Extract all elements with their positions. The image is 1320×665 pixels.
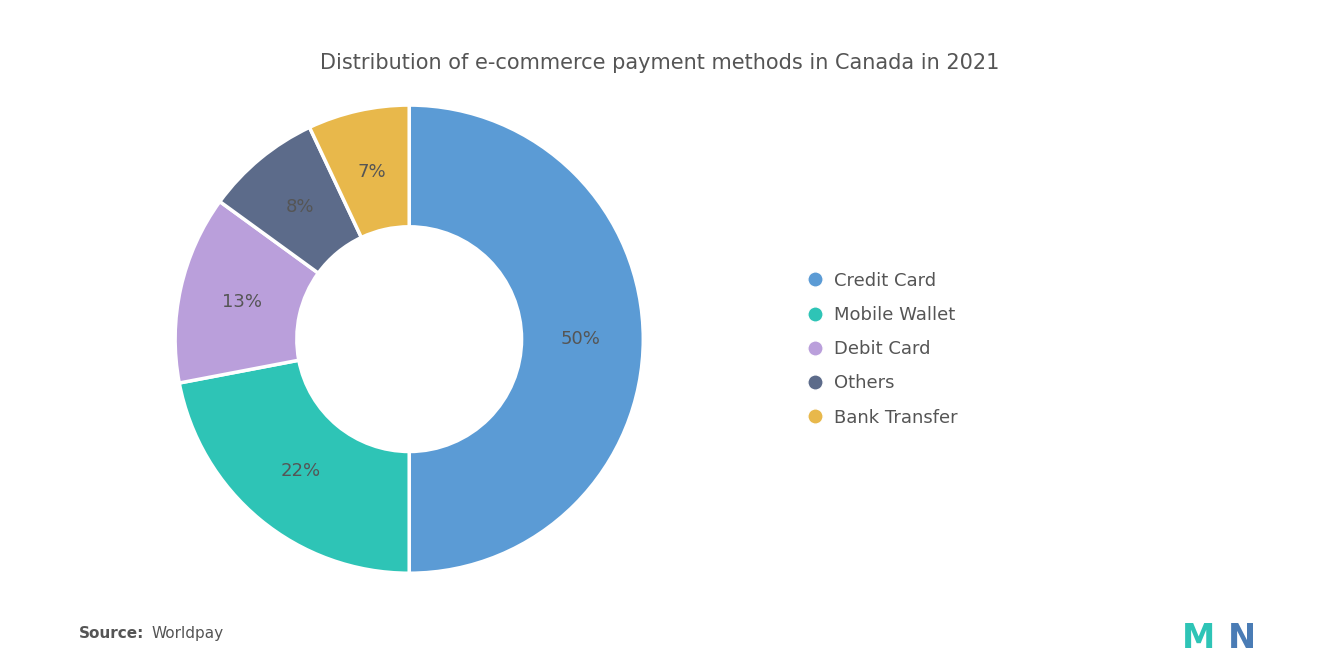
- Wedge shape: [409, 105, 643, 573]
- Text: 22%: 22%: [280, 462, 321, 480]
- Text: 8%: 8%: [286, 198, 314, 217]
- Wedge shape: [309, 105, 409, 237]
- Text: 7%: 7%: [358, 164, 387, 182]
- Text: Worldpay: Worldpay: [152, 626, 224, 642]
- Wedge shape: [176, 201, 318, 383]
- Wedge shape: [220, 128, 362, 273]
- Text: Source:: Source:: [79, 626, 145, 642]
- Text: Distribution of e-commerce payment methods in Canada in 2021: Distribution of e-commerce payment metho…: [321, 53, 999, 73]
- Legend: Credit Card, Mobile Wallet, Debit Card, Others, Bank Transfer: Credit Card, Mobile Wallet, Debit Card, …: [801, 263, 966, 436]
- Text: N: N: [1228, 622, 1255, 656]
- Text: 50%: 50%: [560, 330, 601, 348]
- Text: M: M: [1181, 622, 1214, 656]
- Text: 13%: 13%: [223, 293, 263, 311]
- Wedge shape: [180, 360, 409, 573]
